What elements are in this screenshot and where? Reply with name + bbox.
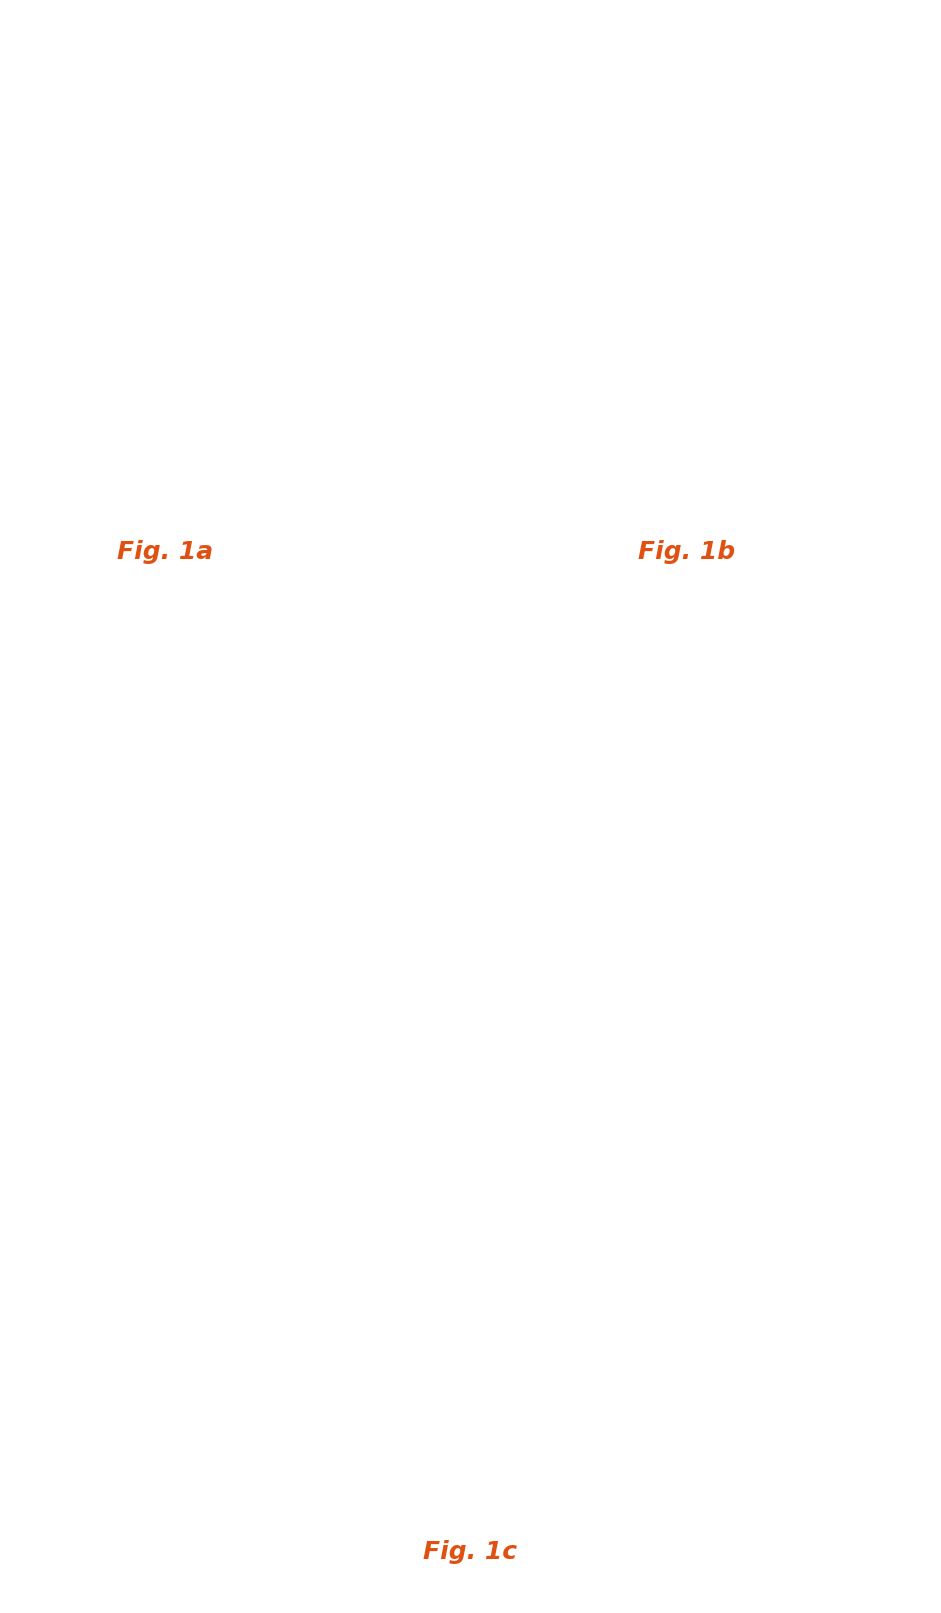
Text: Fig. 1a: Fig. 1a (117, 540, 213, 563)
Text: Fig. 1b: Fig. 1b (638, 540, 736, 563)
Text: Fig. 1c: Fig. 1c (423, 1540, 518, 1563)
